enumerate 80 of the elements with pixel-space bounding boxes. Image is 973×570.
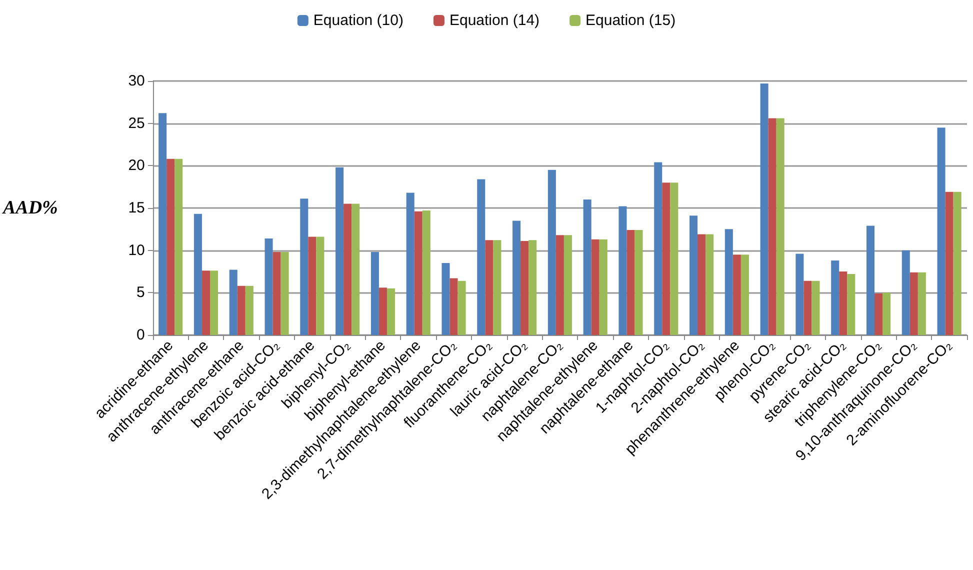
bar	[937, 128, 946, 335]
bar	[740, 254, 749, 335]
bar	[442, 263, 450, 335]
bar	[352, 204, 360, 335]
bar	[422, 210, 430, 335]
bar	[689, 216, 698, 335]
bar	[202, 270, 210, 335]
bar	[626, 230, 635, 335]
bar	[300, 198, 308, 335]
y-tick-label: 10	[128, 242, 145, 259]
legend-label: Equation (15)	[586, 12, 676, 29]
bar	[210, 270, 218, 335]
bar	[768, 118, 776, 335]
bar	[902, 250, 910, 335]
bar	[910, 272, 918, 335]
bar	[831, 260, 840, 335]
bar	[229, 270, 238, 335]
bar	[264, 238, 273, 335]
bar	[564, 235, 572, 335]
bar	[406, 192, 414, 335]
bar	[458, 280, 466, 335]
bar	[874, 294, 883, 335]
bar	[414, 211, 422, 335]
bar	[194, 214, 202, 335]
bar	[493, 240, 502, 335]
bar	[953, 192, 962, 335]
bar	[272, 252, 281, 335]
bar	[520, 241, 529, 335]
bar	[918, 272, 926, 335]
bar	[166, 158, 175, 335]
bar	[280, 252, 289, 335]
bar	[378, 288, 387, 335]
y-tick-label: 25	[128, 114, 145, 132]
bar	[237, 286, 246, 335]
bar	[732, 254, 741, 335]
bar	[698, 234, 706, 335]
bar	[316, 236, 324, 335]
bar	[548, 170, 556, 335]
bar	[174, 158, 183, 335]
bar	[634, 230, 643, 335]
bar	[245, 286, 254, 335]
bar	[344, 204, 352, 335]
bar	[308, 236, 316, 335]
y-tick-label: 5	[136, 284, 145, 302]
bar	[812, 280, 820, 335]
bar	[796, 254, 804, 335]
bar	[882, 292, 891, 335]
y-tick-label: 30	[128, 72, 145, 90]
bar	[776, 118, 784, 335]
y-tick-label: 20	[128, 157, 145, 174]
bar	[512, 220, 521, 335]
bar	[654, 162, 662, 335]
bar	[760, 84, 768, 335]
bar	[583, 200, 592, 335]
bar	[386, 288, 395, 335]
bar	[945, 192, 954, 335]
bar	[670, 182, 678, 335]
bar	[866, 226, 874, 335]
bar	[662, 182, 670, 335]
bar	[804, 280, 812, 335]
bar	[477, 179, 486, 335]
bar	[158, 113, 167, 335]
y-axis-title: AAD%	[2, 198, 58, 218]
bar	[556, 235, 564, 335]
bar	[336, 167, 344, 335]
bar	[847, 274, 856, 335]
bar	[618, 206, 627, 335]
bar	[528, 240, 537, 335]
bar	[591, 239, 600, 335]
bar	[839, 272, 848, 335]
legend-label: Equation (10)	[313, 12, 404, 29]
y-tick-label: 15	[128, 200, 145, 216]
bar	[450, 278, 458, 335]
bar	[706, 234, 714, 335]
y-tick-label: 0	[136, 326, 145, 344]
bar	[370, 252, 379, 335]
bar	[599, 239, 608, 335]
bar	[485, 240, 494, 335]
bar	[724, 229, 733, 335]
legend-label: Equation (14)	[449, 12, 540, 29]
